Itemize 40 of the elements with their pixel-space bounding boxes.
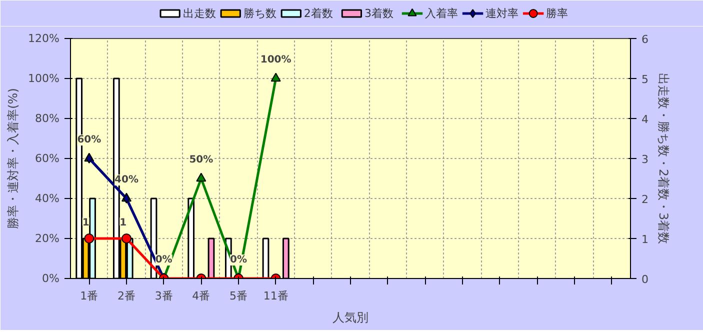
data-label: 0% — [155, 254, 172, 266]
data-label: 40% — [114, 174, 138, 186]
legend-label: 出走数 — [182, 7, 216, 20]
x-axis-title: 人気別 — [332, 310, 368, 324]
data-label: 100% — [260, 54, 292, 66]
y-tick-label: 80% — [35, 112, 60, 125]
legend-label: 3着数 — [364, 7, 394, 20]
data-label: 1 — [120, 218, 127, 228]
data-label: 1 — [82, 218, 90, 228]
x-tick-label: 1番 — [80, 290, 98, 302]
x-tick-label: 4番 — [192, 290, 210, 302]
y-tick-label: 20% — [35, 232, 60, 245]
y2-tick-label: 1 — [642, 233, 648, 246]
y2-tick-label: 4 — [642, 113, 648, 126]
point — [270, 72, 281, 82]
legend-label: 入着率 — [424, 7, 458, 20]
y-axis-title: 勝率・連対率・入着率(%) — [6, 88, 20, 229]
legend-label: 2着数 — [304, 7, 333, 20]
legend-label: 勝率 — [546, 7, 568, 20]
y-tick-label: 100% — [28, 72, 60, 85]
y-tick-label: 0% — [42, 272, 60, 285]
legend-label: 勝ち数 — [243, 7, 276, 20]
data-label: 60% — [77, 134, 102, 146]
y2-tick-label: 5 — [642, 73, 648, 86]
y-tick-label: 120% — [28, 32, 60, 45]
y2-axis-title: 出走数・勝ち数・2着数・3着数 — [656, 72, 670, 244]
legend-label: 連対率 — [486, 7, 519, 20]
x-tick-label: 2番 — [118, 290, 136, 302]
point — [196, 172, 206, 182]
y2-tick-label: 6 — [642, 33, 648, 46]
y-tick-label: 60% — [35, 152, 60, 165]
y2-tick-label: 3 — [642, 153, 648, 166]
y2-tick-label: 0 — [642, 273, 648, 286]
x-tick-label: 3番 — [154, 290, 173, 302]
data-label: 50% — [189, 154, 214, 166]
y2-tick-label: 2 — [642, 193, 648, 206]
x-tick-label: 11番 — [263, 290, 288, 302]
x-tick-label: 5番 — [230, 290, 248, 302]
y-tick-label: 40% — [35, 192, 60, 205]
data-label: 0% — [230, 254, 247, 266]
